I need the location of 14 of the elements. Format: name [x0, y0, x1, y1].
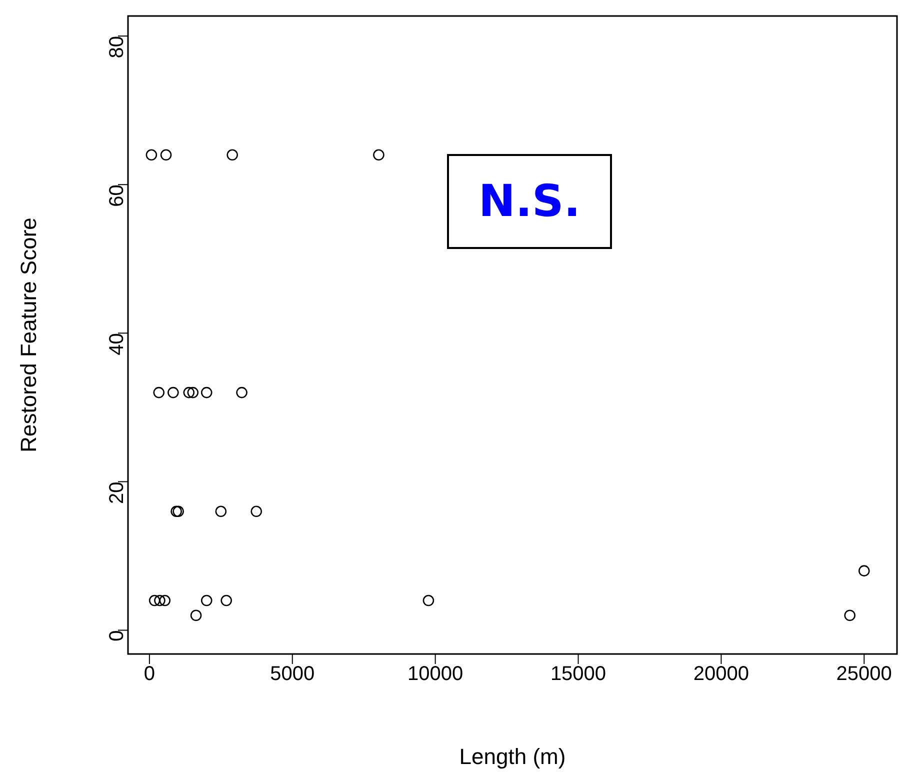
x-tick-label: 25000 [836, 663, 892, 686]
y-tick-label: 60 [106, 184, 128, 207]
y-tick-label: 40 [106, 333, 128, 356]
x-tick-label: 15000 [550, 663, 606, 686]
x-axis-title: Length (m) [459, 744, 566, 769]
note-box: N.S. [447, 154, 612, 249]
x-tick-label: 5000 [270, 663, 315, 686]
y-axis-title: Restored Feature Score [16, 218, 41, 452]
x-tick-label: 0 [144, 663, 156, 686]
y-tick-label: 80 [106, 36, 128, 58]
y-tick-label: 0 [106, 630, 128, 642]
y-tick-label: 20 [106, 482, 128, 504]
x-tick-label: 10000 [408, 663, 464, 686]
x-tick-label: 20000 [693, 663, 749, 686]
